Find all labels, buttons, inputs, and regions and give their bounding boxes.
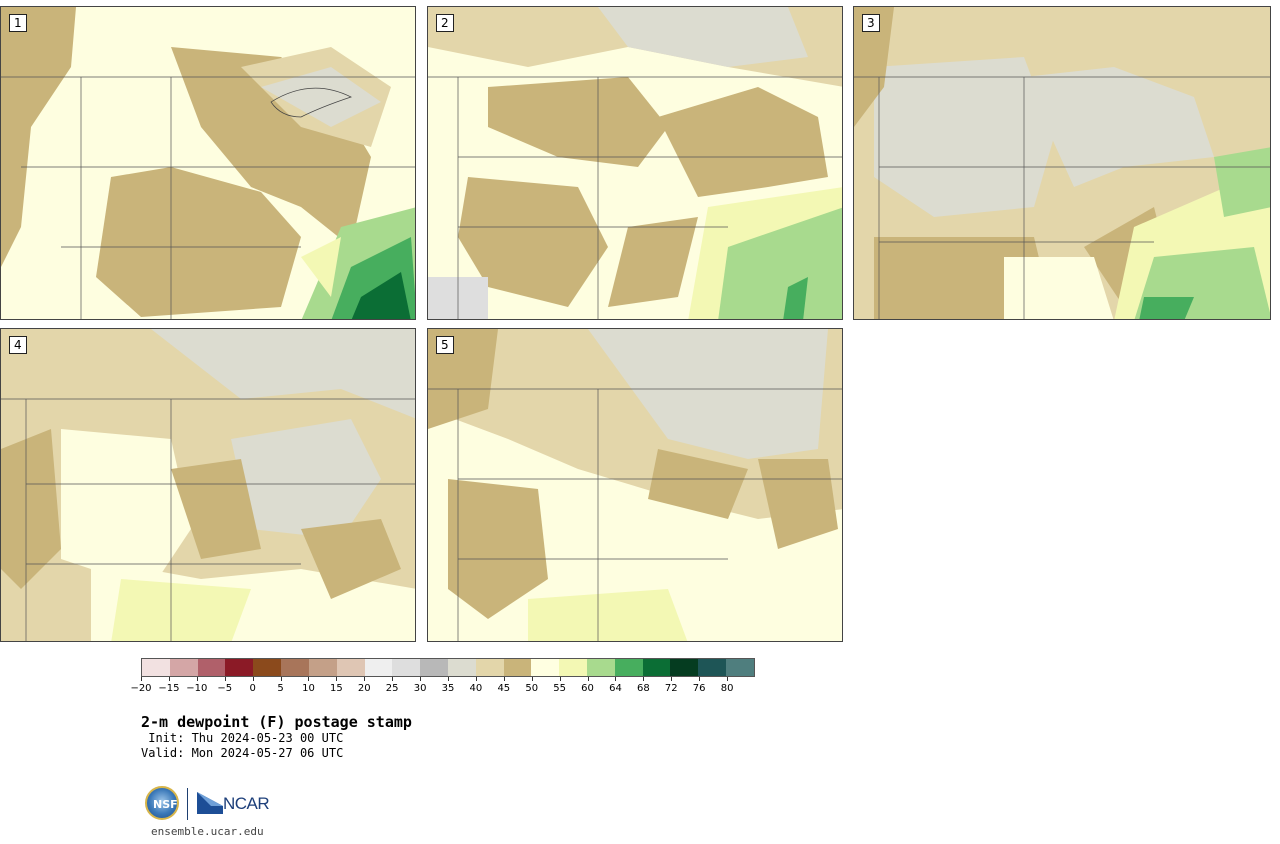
colorbar-tick-mark <box>559 677 561 681</box>
colorbar-tick-mark <box>587 677 589 681</box>
panel-number-label: 3 <box>862 14 880 32</box>
colorbar-tick-mark <box>364 677 366 681</box>
colorbar-tick-mark <box>392 677 394 681</box>
map-panel-4: 4 <box>0 328 416 642</box>
colorbar-segment <box>503 659 532 676</box>
sponsor-logos: NSF NCAR <box>145 786 275 822</box>
colorbar-tick-mark <box>615 677 617 681</box>
colorbar-tick-label: 25 <box>385 683 399 694</box>
colorbar-segment <box>726 659 754 676</box>
colorbar-segment <box>197 659 226 676</box>
colorbar-tick-label: −20 <box>130 683 152 694</box>
colorbar-tick-mark <box>420 677 422 681</box>
colorbar-tick-label: 10 <box>302 683 315 694</box>
colorbar-segment <box>225 659 254 676</box>
chart-title: 2-m dewpoint (F) postage stamp <box>141 713 412 731</box>
colorbar-tick-label: 0 <box>249 683 256 694</box>
nsf-logo: NSF <box>145 786 179 820</box>
colorbar-segment <box>142 659 170 676</box>
colorbar-tick-label: 50 <box>525 683 539 694</box>
colorbar-segment <box>169 659 198 676</box>
colorbar-tick-label: 15 <box>329 683 343 694</box>
colorbar-tick-mark <box>280 677 282 681</box>
panel-number-label: 5 <box>436 336 454 354</box>
colorbar-tick-mark <box>475 677 477 681</box>
colorbar-segment <box>364 659 393 676</box>
colorbar-tick-label: 80 <box>720 683 734 694</box>
colorbar-tick-mark <box>196 677 198 681</box>
colorbar-tick-label: 5 <box>277 683 284 694</box>
colorbar-tick-mark <box>168 677 170 681</box>
colorbar-tick-label: 60 <box>581 683 594 694</box>
map-panel-3: 3 <box>853 6 1271 320</box>
colorbar-tick-label: −15 <box>158 683 180 694</box>
colorbar-tick-label: −10 <box>186 683 208 694</box>
colorbar-tick-mark <box>141 677 142 681</box>
colorbar-tick-mark <box>531 677 533 681</box>
dewpoint-colorbar <box>141 658 755 677</box>
colorbar-tick-label: 30 <box>413 683 427 694</box>
colorbar-tick-mark <box>336 677 338 681</box>
colorbar-segment <box>614 659 643 676</box>
colorbar-tick-label: 40 <box>469 683 483 694</box>
colorbar-tick-label: 55 <box>553 683 566 694</box>
dewpoint-map-5 <box>428 329 842 641</box>
ncar-logo: NCAR <box>223 794 270 813</box>
colorbar-tick-label: 45 <box>497 683 511 694</box>
site-url: ensemble.ucar.edu <box>151 825 264 838</box>
colorbar-tick-label: 20 <box>357 683 371 694</box>
colorbar-tick-mark <box>671 677 673 681</box>
colorbar-tick-label: 64 <box>609 683 622 694</box>
colorbar-tick-label: −5 <box>217 683 233 694</box>
colorbar-tick-label: 68 <box>636 683 650 694</box>
colorbar-tick-mark <box>308 677 310 681</box>
map-panel-1: 1 <box>0 6 416 320</box>
logo-divider <box>187 788 188 820</box>
colorbar-segment <box>642 659 671 676</box>
dewpoint-map-4 <box>1 329 415 641</box>
colorbar-tick-mark <box>699 677 701 681</box>
colorbar-tick-mark <box>252 677 254 681</box>
colorbar-tick-mark <box>448 677 449 681</box>
colorbar-tick-label: 35 <box>441 683 455 694</box>
colorbar-segment <box>587 659 615 676</box>
colorbar-tick-mark <box>727 677 729 681</box>
colorbar-segment <box>253 659 282 676</box>
colorbar-segment <box>392 659 421 676</box>
colorbar-segment <box>698 659 727 676</box>
ncar-logo-icon <box>197 792 223 814</box>
colorbar-tick-mark <box>224 677 226 681</box>
colorbar-tick-label: 72 <box>664 683 678 694</box>
colorbar-segment <box>475 659 504 676</box>
colorbar-segment <box>420 659 448 676</box>
dewpoint-map-3 <box>854 7 1270 319</box>
map-panel-5: 5 <box>427 328 843 642</box>
colorbar-segment <box>447 659 476 676</box>
colorbar-tick-mark <box>643 677 645 681</box>
colorbar-segment <box>670 659 699 676</box>
panel-number-label: 2 <box>436 14 454 32</box>
valid-time: Valid: Mon 2024-05-27 06 UTC <box>141 746 344 760</box>
colorbar-tick-mark <box>503 677 505 681</box>
colorbar-tick-label: 76 <box>692 683 706 694</box>
init-time: Init: Thu 2024-05-23 00 UTC <box>141 731 344 745</box>
panel-number-label: 1 <box>9 14 27 32</box>
panel-number-label: 4 <box>9 336 27 354</box>
colorbar-segment <box>559 659 587 676</box>
dewpoint-map-1 <box>1 7 415 319</box>
dewpoint-map-2 <box>428 7 842 319</box>
colorbar-segment <box>281 659 309 676</box>
map-panel-2: 2 <box>427 6 843 320</box>
colorbar-segment <box>531 659 560 676</box>
colorbar-segment <box>308 659 337 676</box>
colorbar-segment <box>336 659 365 676</box>
